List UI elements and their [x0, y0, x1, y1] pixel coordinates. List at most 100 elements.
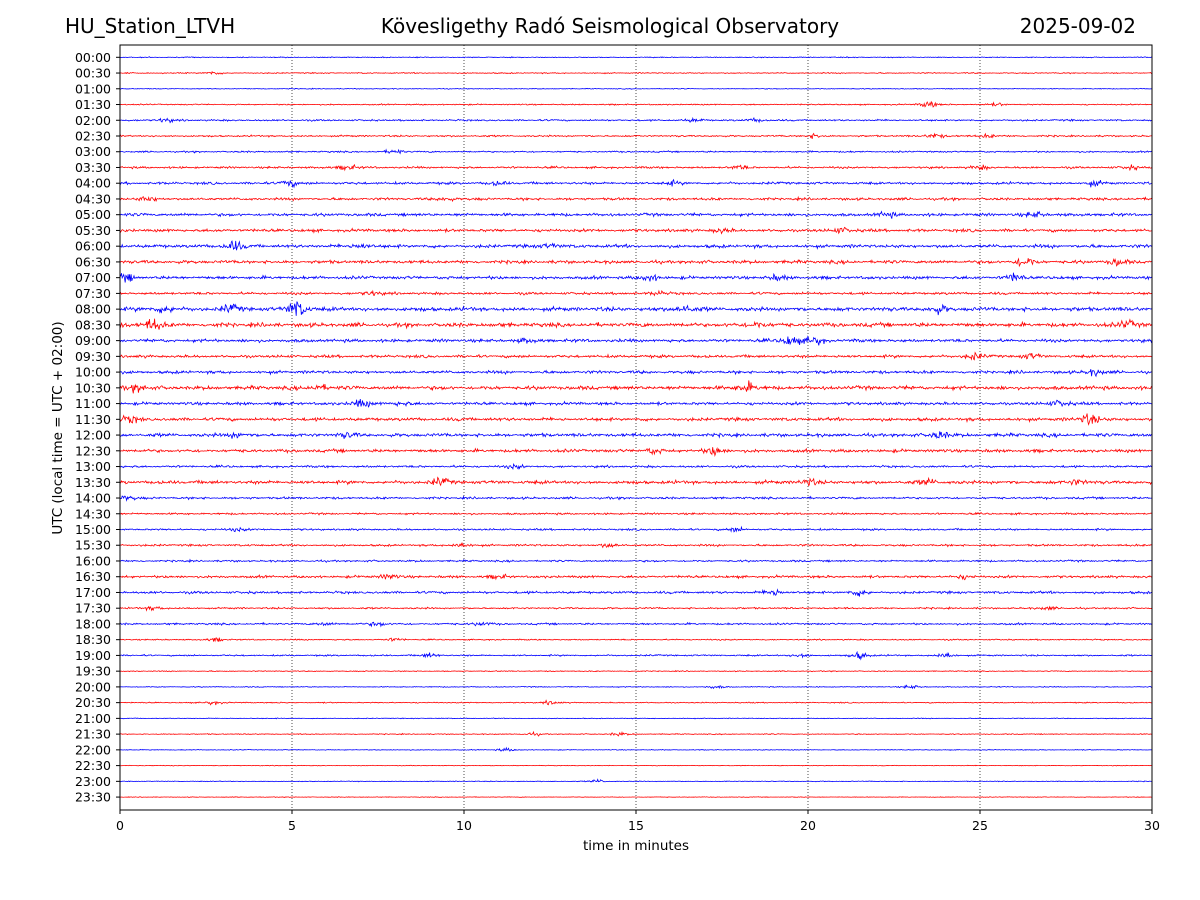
y-tick-label: 14:00 [75, 491, 111, 506]
y-tick-label: 07:30 [75, 286, 111, 301]
y-tick-label: 11:30 [75, 412, 111, 427]
trace-layer [119, 56, 1153, 799]
y-tick-label: 02:00 [75, 113, 111, 128]
trace-0800 [119, 301, 1153, 316]
trace-0730 [119, 289, 1153, 297]
y-tick-label: 19:00 [75, 648, 111, 663]
y-tick-label: 13:00 [75, 459, 111, 474]
y-tick-label: 00:30 [75, 66, 111, 81]
trace-0900 [119, 335, 1153, 346]
trace-1030 [119, 380, 1153, 394]
y-tick-label: 23:30 [75, 790, 111, 805]
y-tick-label: 21:00 [75, 711, 111, 726]
trace-0030 [119, 70, 1153, 75]
trace-1400 [119, 495, 1153, 502]
y-tick-label: 17:00 [75, 585, 111, 600]
trace-0230 [119, 132, 1153, 139]
trace-0400 [119, 178, 1153, 189]
x-tick-label: 25 [972, 818, 988, 833]
trace-1900 [119, 650, 1153, 661]
trace-0830 [119, 318, 1153, 330]
trace-1000 [119, 369, 1153, 378]
trace-1230 [119, 446, 1153, 457]
y-tick-label: 18:00 [75, 616, 111, 631]
trace-0130 [119, 100, 1153, 108]
grid-layer [291, 45, 981, 810]
y-tick-label: 01:30 [75, 97, 111, 112]
trace-1330 [119, 476, 1153, 487]
y-tick-label: 02:30 [75, 129, 111, 144]
trace-1800 [119, 621, 1153, 628]
trace-0600 [119, 240, 1153, 251]
y-tick-label: 11:00 [75, 396, 111, 411]
y-tick-label: 22:30 [75, 758, 111, 773]
trace-1700 [119, 588, 1153, 597]
trace-0430 [119, 195, 1153, 203]
trace-0200 [119, 116, 1153, 124]
trace-2030 [119, 699, 1153, 706]
trace-1930 [119, 669, 1153, 673]
y-tick-label: 04:00 [75, 176, 111, 191]
y-tick-label: 19:30 [75, 664, 111, 679]
x-tick-label: 20 [800, 818, 816, 833]
x-tick-label: 15 [628, 818, 644, 833]
x-axis-label: time in minutes [583, 838, 689, 854]
y-axis-label: UTC (local time = UTC + 02:00) [50, 321, 66, 534]
y-tick-label: 04:30 [75, 191, 111, 206]
y-tick-label: 09:30 [75, 349, 111, 364]
trace-0930 [119, 351, 1153, 361]
y-tick-label: 15:30 [75, 538, 111, 553]
x-tick-label: 5 [288, 818, 296, 833]
trace-2000 [119, 684, 1153, 690]
trace-1730 [119, 605, 1153, 612]
trace-2100 [119, 717, 1153, 720]
x-tick-label: 10 [456, 818, 472, 833]
trace-0530 [119, 226, 1153, 235]
y-tick-label: 16:00 [75, 553, 111, 568]
y-tick-label: 03:00 [75, 144, 111, 159]
y-tick-label: 18:30 [75, 632, 111, 647]
y-tick-label: 05:30 [75, 223, 111, 238]
trace-2330 [119, 796, 1153, 799]
trace-2200 [119, 746, 1153, 752]
y-tick-label: 00:00 [75, 50, 111, 65]
trace-1130 [119, 413, 1153, 426]
y-tick-label: 10:00 [75, 365, 111, 380]
trace-2230 [119, 764, 1153, 767]
y-tick-label: 16:30 [75, 569, 111, 584]
trace-2300 [119, 778, 1153, 783]
trace-1100 [119, 398, 1153, 408]
trace-1500 [119, 525, 1153, 533]
y-tick-label: 12:30 [75, 443, 111, 458]
y-tick-label: 22:00 [75, 742, 111, 757]
y-tick-label: 13:30 [75, 475, 111, 490]
trace-0300 [119, 148, 1153, 155]
chart-title: Kövesligethy Radó Seismological Observat… [380, 14, 840, 38]
y-tick-label: 09:00 [75, 333, 111, 348]
y-tick-label: 06:30 [75, 254, 111, 269]
y-tick-label: 08:00 [75, 302, 111, 317]
y-tick-label: 01:00 [75, 81, 111, 96]
x-tick-label: 30 [1144, 818, 1160, 833]
trace-2130 [119, 730, 1153, 737]
station-name: HU_Station_LTVH [65, 14, 236, 38]
y-tick-label: 05:00 [75, 207, 111, 222]
y-tick-label: 23:00 [75, 774, 111, 789]
x-tick-label: 0 [116, 818, 124, 833]
y-tick-label: 03:30 [75, 160, 111, 175]
trace-0100 [119, 87, 1153, 90]
y-tick-label: 10:30 [75, 380, 111, 395]
trace-1530 [119, 542, 1153, 549]
y-tick-label: 20:00 [75, 679, 111, 694]
y-tick-label: 12:00 [75, 428, 111, 443]
x-axis-ticks: 0 5 10 15 20 25 30 [116, 810, 1160, 833]
y-tick-label: 15:00 [75, 522, 111, 537]
trace-0630 [119, 257, 1153, 268]
y-tick-label: 17:30 [75, 601, 111, 616]
y-tick-label: 20:30 [75, 695, 111, 710]
trace-0000 [119, 56, 1153, 59]
trace-1430 [119, 511, 1153, 516]
chart-date: 2025-09-02 [1019, 14, 1136, 38]
trace-0700 [119, 272, 1153, 283]
